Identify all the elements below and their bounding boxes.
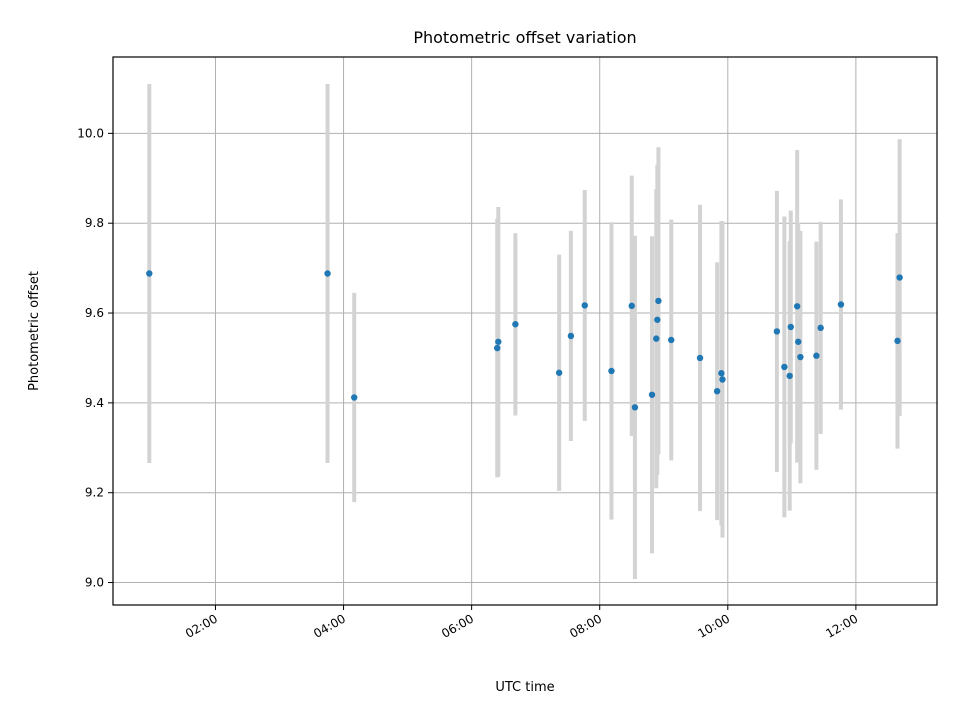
data-point	[795, 338, 802, 345]
data-point	[567, 332, 575, 340]
data-point	[351, 394, 358, 401]
data-point	[837, 301, 845, 308]
data-point	[655, 297, 662, 305]
data-point	[494, 344, 501, 352]
data-points	[146, 270, 903, 411]
data-point	[324, 270, 331, 277]
data-point	[696, 354, 704, 362]
data-point	[512, 321, 519, 328]
data-point	[713, 387, 721, 395]
y-tick-label: 9.4	[85, 396, 104, 410]
data-point	[631, 404, 639, 411]
data-point	[668, 336, 675, 344]
data-point	[793, 303, 801, 310]
data-point	[146, 270, 153, 277]
y-axis-ticks: 9.0 9.2 9.4 9.6 9.8 10.0	[77, 126, 113, 590]
data-point	[787, 323, 794, 331]
data-point	[653, 335, 660, 342]
data-point	[654, 316, 661, 323]
data-point	[817, 324, 824, 332]
data-point	[781, 363, 788, 371]
data-point	[896, 274, 903, 281]
y-axis-label: Photometric offset	[27, 271, 42, 391]
x-axis-label: UTC time	[495, 680, 554, 695]
data-point	[495, 338, 502, 345]
y-tick-label: 9.2	[85, 486, 104, 500]
chart-title: Photometric offset variation	[413, 28, 636, 47]
plot-frame	[112, 56, 938, 606]
data-point	[628, 302, 635, 310]
y-tick-label: 10.0	[77, 126, 104, 140]
data-point	[797, 353, 804, 361]
data-point	[555, 369, 563, 376]
data-point	[648, 391, 656, 398]
data-point	[773, 328, 781, 335]
y-tick-label: 9.8	[85, 216, 104, 230]
y-tick-label: 9.6	[85, 306, 104, 320]
data-point	[581, 302, 588, 309]
y-tick-label: 9.0	[85, 576, 104, 590]
data-point	[719, 376, 726, 383]
data-point	[718, 370, 725, 377]
data-point	[608, 367, 615, 375]
data-point	[894, 337, 901, 345]
data-point	[786, 372, 793, 380]
data-point	[813, 352, 820, 359]
